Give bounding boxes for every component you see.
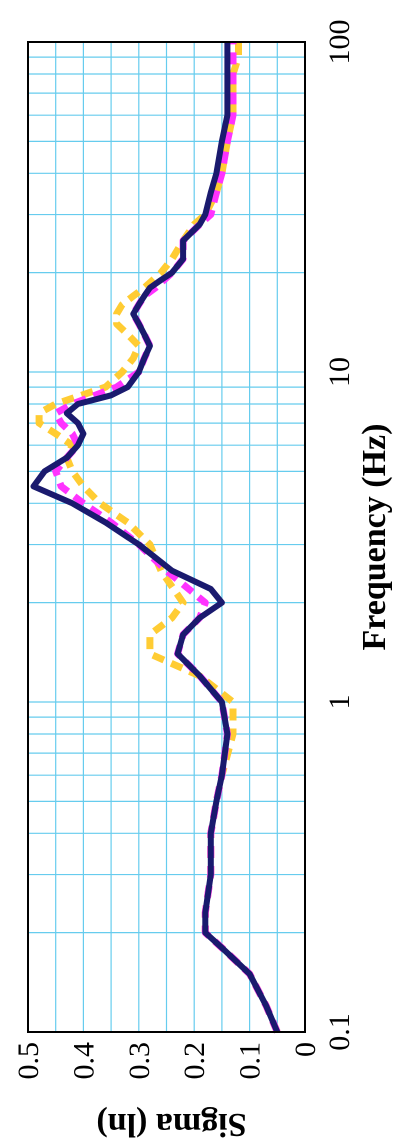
series-lines	[30, 42, 281, 1034]
y-axis-label: Sigma (ln)	[96, 1106, 246, 1142]
x-axis-label: Frequency (Hz)	[356, 424, 393, 651]
x-tick-label: 0.1	[323, 1013, 356, 1051]
y-tick-label: 0.2	[178, 1042, 211, 1080]
series-line-3	[35, 42, 281, 1034]
x-tick-labels: 0.1 1 10 100	[323, 20, 356, 1051]
y-tick-label: 0	[289, 1042, 322, 1057]
x-tick-label: 10	[323, 357, 356, 387]
series-line-1	[30, 42, 281, 1034]
y-tick-label: 0.1	[234, 1042, 267, 1080]
x-tick-label: 100	[323, 20, 356, 65]
grid	[27, 42, 305, 1032]
y-tick-label: 0.5	[12, 1042, 45, 1080]
y-tick-labels: 0 0.1 0.2 0.3 0.4 0.5	[12, 1042, 322, 1080]
x-tick-label: 1	[323, 695, 356, 710]
y-tick-label: 0.3	[123, 1042, 156, 1080]
y-tick-label: 0.4	[67, 1042, 100, 1080]
plot-frame	[27, 41, 306, 1033]
